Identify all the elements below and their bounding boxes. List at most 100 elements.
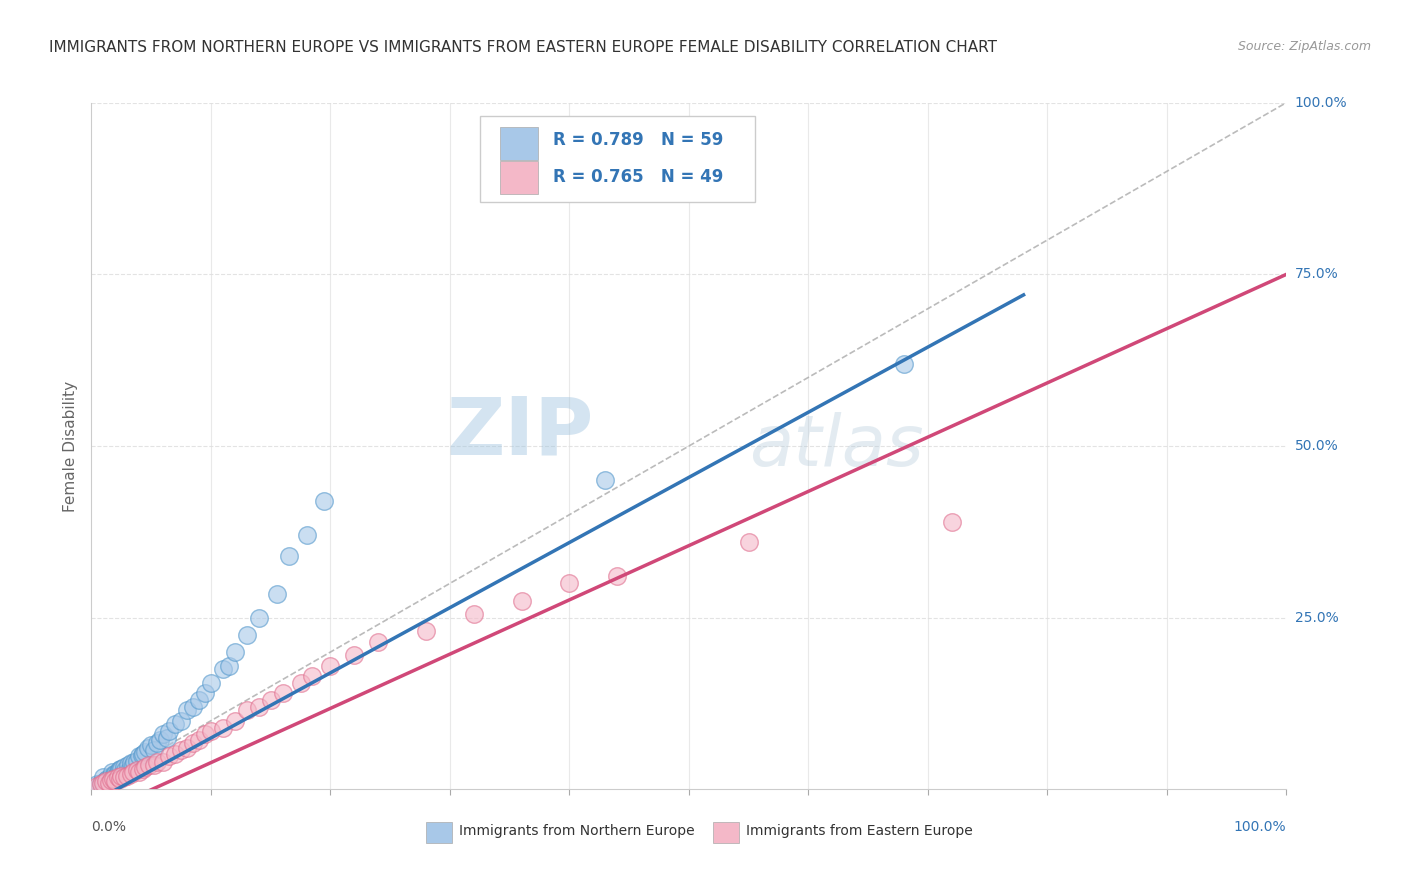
Point <box>120 767 142 781</box>
Point <box>247 611 270 625</box>
Point <box>98 775 121 789</box>
Point <box>104 767 127 781</box>
Point <box>277 549 299 563</box>
Point <box>124 755 146 769</box>
Point <box>86 777 108 791</box>
Point <box>941 515 963 529</box>
Point <box>415 624 437 639</box>
Text: Immigrants from Eastern Europe: Immigrants from Eastern Europe <box>747 823 973 838</box>
Point <box>100 773 122 788</box>
Text: 75.0%: 75.0% <box>1295 268 1339 281</box>
Point <box>142 742 165 756</box>
Point <box>181 736 204 750</box>
Point <box>510 593 533 607</box>
Point <box>110 762 132 776</box>
Point <box>200 676 222 690</box>
Point <box>271 686 294 700</box>
Point <box>115 765 138 780</box>
Point <box>295 528 318 542</box>
Point <box>737 535 759 549</box>
Point <box>367 634 389 648</box>
Point <box>343 648 366 663</box>
FancyBboxPatch shape <box>479 116 755 202</box>
Point <box>112 770 135 784</box>
Point <box>98 775 121 789</box>
Point <box>176 741 198 756</box>
Point <box>266 587 288 601</box>
Point <box>110 769 132 783</box>
Point <box>103 767 125 781</box>
Point <box>131 747 153 762</box>
Point <box>105 769 128 783</box>
Point <box>112 760 135 774</box>
Point <box>146 755 169 769</box>
Point <box>163 747 186 761</box>
Point <box>606 569 628 583</box>
Point <box>187 693 211 707</box>
Y-axis label: Female Disability: Female Disability <box>63 380 79 512</box>
Point <box>170 714 193 728</box>
Point <box>200 724 222 739</box>
Point <box>125 754 148 768</box>
Text: 50.0%: 50.0% <box>1295 439 1339 453</box>
Point <box>114 763 136 777</box>
Text: ZIP: ZIP <box>446 393 593 471</box>
Point <box>93 770 114 784</box>
Point <box>156 731 179 745</box>
Point <box>86 779 108 793</box>
Point <box>235 703 259 717</box>
Point <box>98 772 121 786</box>
Bar <box>501 161 538 194</box>
Point <box>301 669 323 683</box>
Point <box>100 769 122 783</box>
Point <box>94 774 117 789</box>
Point <box>134 760 156 774</box>
Point <box>96 772 118 786</box>
Point <box>120 756 142 771</box>
Point <box>107 770 129 784</box>
Point <box>224 645 246 659</box>
Point <box>118 762 141 776</box>
Bar <box>426 822 453 843</box>
Point <box>115 769 138 783</box>
Point <box>101 770 124 784</box>
Point <box>157 724 180 739</box>
Point <box>247 700 270 714</box>
Point <box>235 628 259 642</box>
Point <box>142 758 165 772</box>
Point <box>163 717 186 731</box>
Point <box>104 774 127 789</box>
Point <box>170 742 193 756</box>
Point <box>136 741 159 756</box>
Point <box>211 662 233 676</box>
Point <box>187 733 211 747</box>
Point <box>314 494 336 508</box>
Point <box>122 765 145 780</box>
Point <box>94 773 117 788</box>
Point <box>93 775 114 789</box>
Text: Immigrants from Northern Europe: Immigrants from Northern Europe <box>460 823 695 838</box>
Point <box>148 733 170 747</box>
Text: 0.0%: 0.0% <box>91 820 127 834</box>
Text: 100.0%: 100.0% <box>1234 820 1286 834</box>
Point <box>152 755 174 769</box>
Point <box>181 700 204 714</box>
Text: Source: ZipAtlas.com: Source: ZipAtlas.com <box>1237 40 1371 54</box>
Point <box>132 762 155 776</box>
Point <box>128 749 150 764</box>
Text: 25.0%: 25.0% <box>1295 611 1339 624</box>
Text: atlas: atlas <box>748 411 924 481</box>
Text: R = 0.765   N = 49: R = 0.765 N = 49 <box>553 168 723 186</box>
Point <box>110 767 132 781</box>
Point <box>100 765 122 780</box>
Point <box>138 758 160 772</box>
Point <box>194 727 217 741</box>
Point <box>211 721 233 735</box>
Text: 100.0%: 100.0% <box>1295 95 1347 110</box>
Point <box>101 772 124 786</box>
Point <box>290 676 312 690</box>
Point <box>463 607 485 622</box>
Bar <box>501 127 538 160</box>
Text: IMMIGRANTS FROM NORTHERN EUROPE VS IMMIGRANTS FROM EASTERN EUROPE FEMALE DISABIL: IMMIGRANTS FROM NORTHERN EUROPE VS IMMIG… <box>49 40 997 55</box>
Point <box>176 703 198 717</box>
